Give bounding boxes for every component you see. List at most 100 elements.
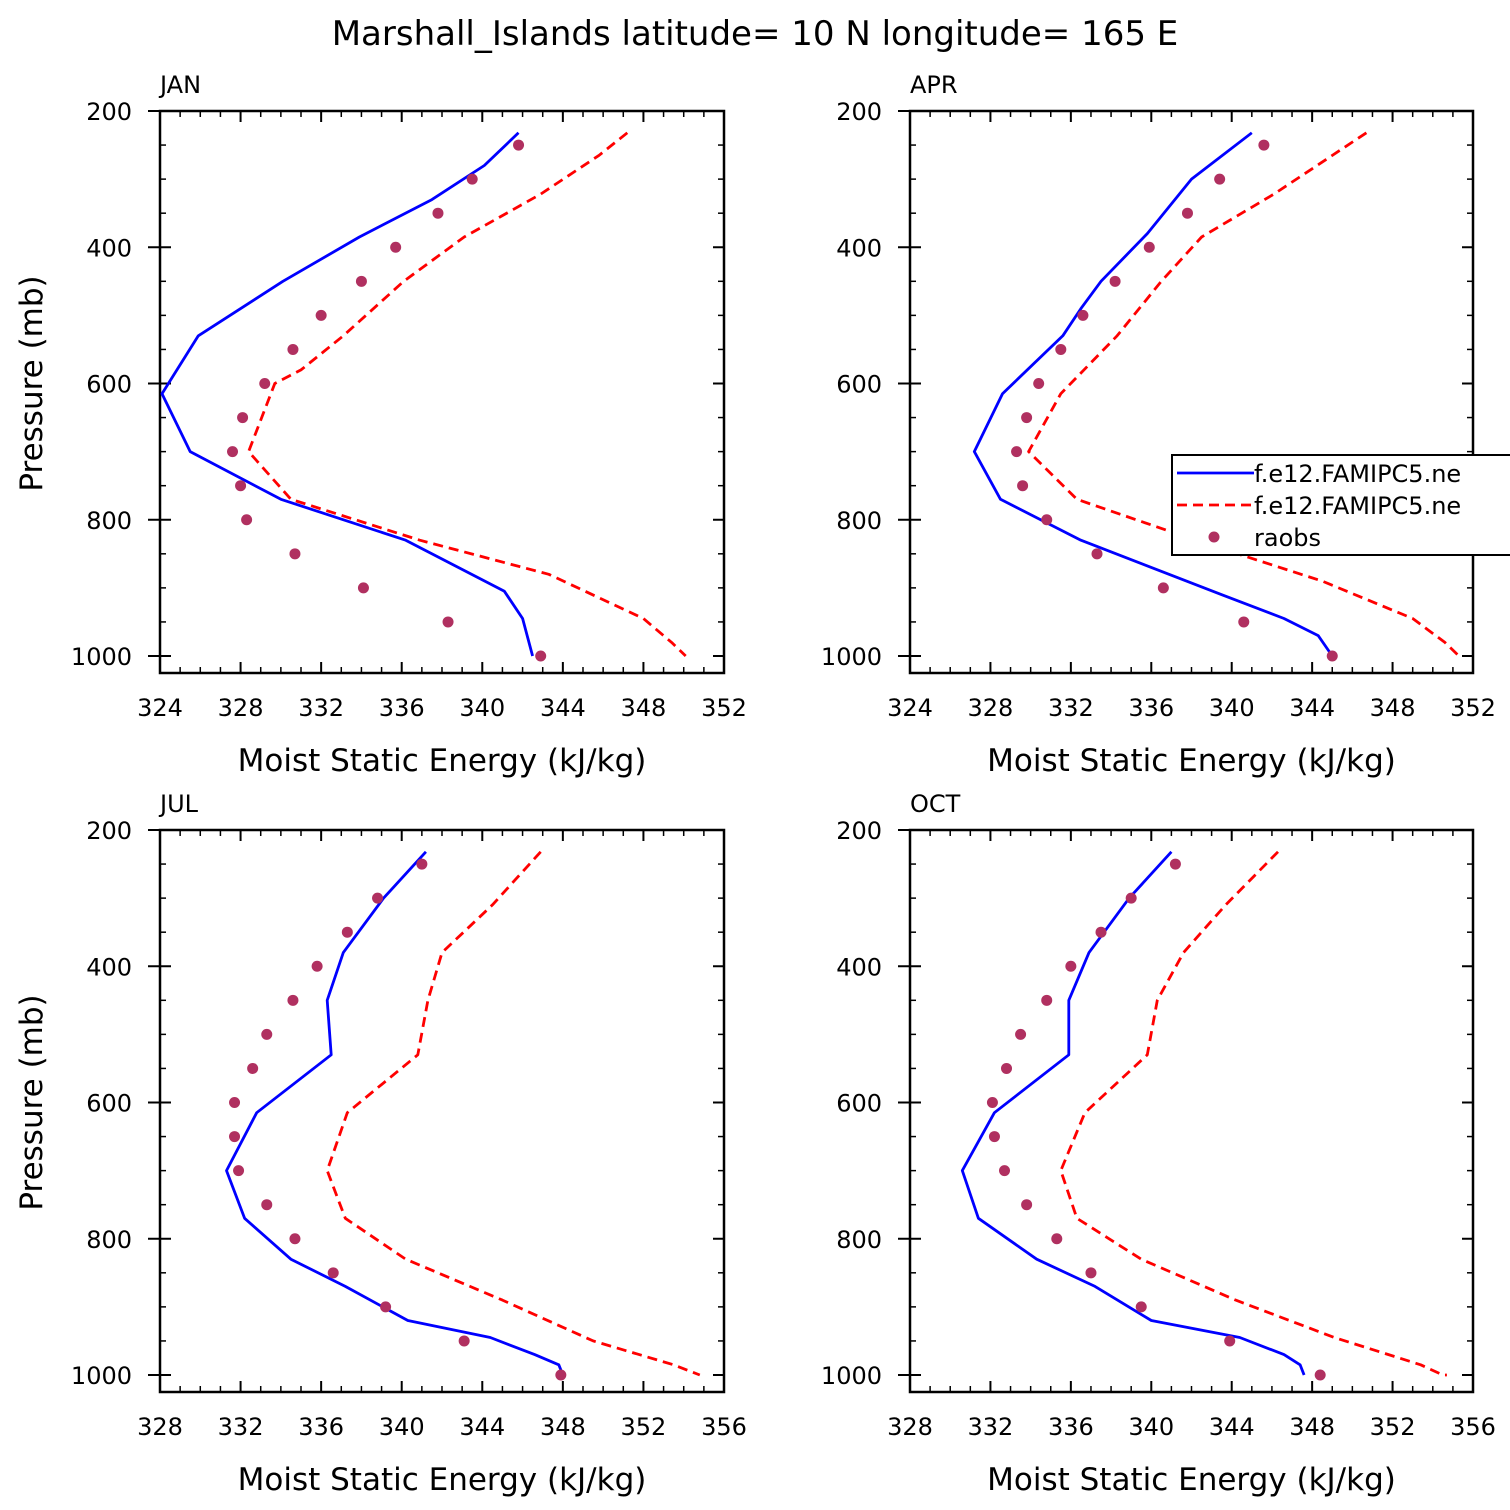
raobs-point (259, 378, 271, 389)
raobs-point (372, 892, 384, 904)
raobs-point (1125, 892, 1137, 904)
raobs-point (1224, 1335, 1236, 1347)
raobs-point (1314, 1369, 1326, 1381)
raobs-point (1238, 616, 1250, 628)
raobs-point (357, 582, 369, 594)
legend: f.e12.FAMIPC5.ne f.e12.FAMIPC5.ne raobs (1171, 454, 1510, 556)
series-line-solid (225, 850, 565, 1376)
series-line-solid (960, 850, 1306, 1376)
x-tick-label: 348 (1289, 1413, 1335, 1441)
raobs-point (229, 1131, 241, 1143)
y-tick-label: 600 (836, 1090, 882, 1118)
raobs-point (513, 139, 525, 151)
x-tick-label: 332 (218, 1413, 264, 1441)
raobs-point (442, 616, 454, 628)
raobs-point (988, 1131, 1000, 1143)
raobs-point (1109, 275, 1121, 287)
raobs-point (1033, 378, 1045, 389)
raobs-point (233, 1165, 245, 1177)
raobs-point (555, 1369, 567, 1381)
y-tick-label: 1000 (71, 643, 132, 671)
x-tick-label: 328 (968, 694, 1014, 722)
raobs-point (416, 858, 428, 870)
y-tick-label: 400 (836, 953, 882, 981)
series-line-solid (972, 131, 1334, 657)
panel-label: JUL (158, 790, 199, 818)
raobs-point (261, 1028, 273, 1040)
x-tick-label: 340 (459, 694, 505, 722)
x-tick-label: 348 (621, 694, 667, 722)
raobs-point (289, 548, 301, 560)
plot-frame (158, 109, 726, 675)
raobs-point (241, 514, 253, 526)
raobs-point (466, 173, 478, 185)
x-tick-label: 336 (379, 694, 425, 722)
panel-label: OCT (910, 790, 961, 818)
x-tick-label: 348 (1370, 694, 1416, 722)
raobs-point (311, 960, 323, 972)
raobs-point (390, 241, 402, 253)
x-tick-label: 356 (1450, 1413, 1496, 1441)
x-tick-label: 348 (540, 1413, 586, 1441)
x-tick-label: 332 (968, 1413, 1014, 1441)
raobs-point (315, 309, 327, 321)
y-tick-label: 200 (836, 817, 882, 845)
x-tick-label: 340 (1209, 694, 1255, 722)
y-tick-label: 1000 (821, 1362, 882, 1390)
x-axis-label: Moist Static Energy (kJ/kg) (987, 1462, 1396, 1498)
y-tick-label: 400 (86, 953, 132, 981)
raobs-point (1143, 241, 1155, 253)
raobs-point (1214, 173, 1226, 185)
raobs-point (1157, 582, 1169, 594)
series-line-dashed (247, 131, 687, 658)
x-tick-label: 344 (459, 1413, 505, 1441)
panel-apr: APR 324 328 332 336 340 344 348 352 200 400 600 800 1… (821, 71, 1496, 779)
raobs-point (1095, 926, 1107, 938)
x-tick-label: 324 (137, 694, 183, 722)
raobs-point (341, 926, 353, 938)
x-tick-label: 328 (137, 1413, 183, 1441)
series-line-solid (160, 131, 534, 657)
raobs-point (327, 1267, 339, 1279)
figure-title: Marshall_Islands latitude= 10 N longitud… (332, 14, 1179, 54)
x-tick-label: 332 (1048, 694, 1094, 722)
x-tick-label: 336 (1128, 694, 1174, 722)
raobs-point (355, 275, 367, 287)
x-tick-label: 344 (1209, 1413, 1255, 1441)
x-tick-label: 332 (298, 694, 344, 722)
series-line-dashed (1027, 131, 1460, 658)
x-axis-label: Moist Static Energy (kJ/kg) (238, 1462, 647, 1498)
y-tick-label: 800 (86, 507, 132, 535)
y-tick-label: 1000 (71, 1362, 132, 1390)
x-axis-label: Moist Static Energy (kJ/kg) (987, 743, 1396, 779)
series-line-dashed (325, 850, 701, 1377)
raobs-point (432, 207, 444, 219)
y-tick-label: 1000 (821, 643, 882, 671)
raobs-point (1011, 446, 1023, 458)
x-tick-label: 336 (1048, 1413, 1094, 1441)
raobs-point (1326, 650, 1338, 662)
raobs-point (1181, 207, 1193, 219)
y-tick-label: 800 (836, 507, 882, 535)
raobs-point (1258, 139, 1270, 151)
raobs-point (535, 650, 547, 662)
panel-label: APR (910, 71, 958, 99)
raobs-point (1077, 309, 1089, 321)
raobs-point (229, 1097, 241, 1108)
x-tick-label: 352 (701, 694, 747, 722)
raobs-point (1001, 1062, 1013, 1074)
raobs-point (237, 412, 249, 424)
raobs-point (261, 1199, 273, 1211)
raobs-point (458, 1335, 470, 1347)
raobs-point (1021, 1199, 1033, 1211)
raobs-point (1051, 1233, 1063, 1245)
legend-label: raobs (1254, 524, 1321, 552)
raobs-point (1169, 858, 1181, 870)
legend-label: f.e12.FAMIPC5.ne (1254, 492, 1461, 520)
x-tick-label: 328 (218, 694, 264, 722)
panel-jul: JUL 328 332 336 340 344 348 352 356 200 400 600 800 1… (14, 790, 747, 1498)
raobs-point (1041, 994, 1053, 1006)
raobs-point (1085, 1267, 1097, 1279)
y-axis-label: Pressure (mb) (14, 994, 50, 1210)
x-tick-label: 324 (887, 694, 933, 722)
